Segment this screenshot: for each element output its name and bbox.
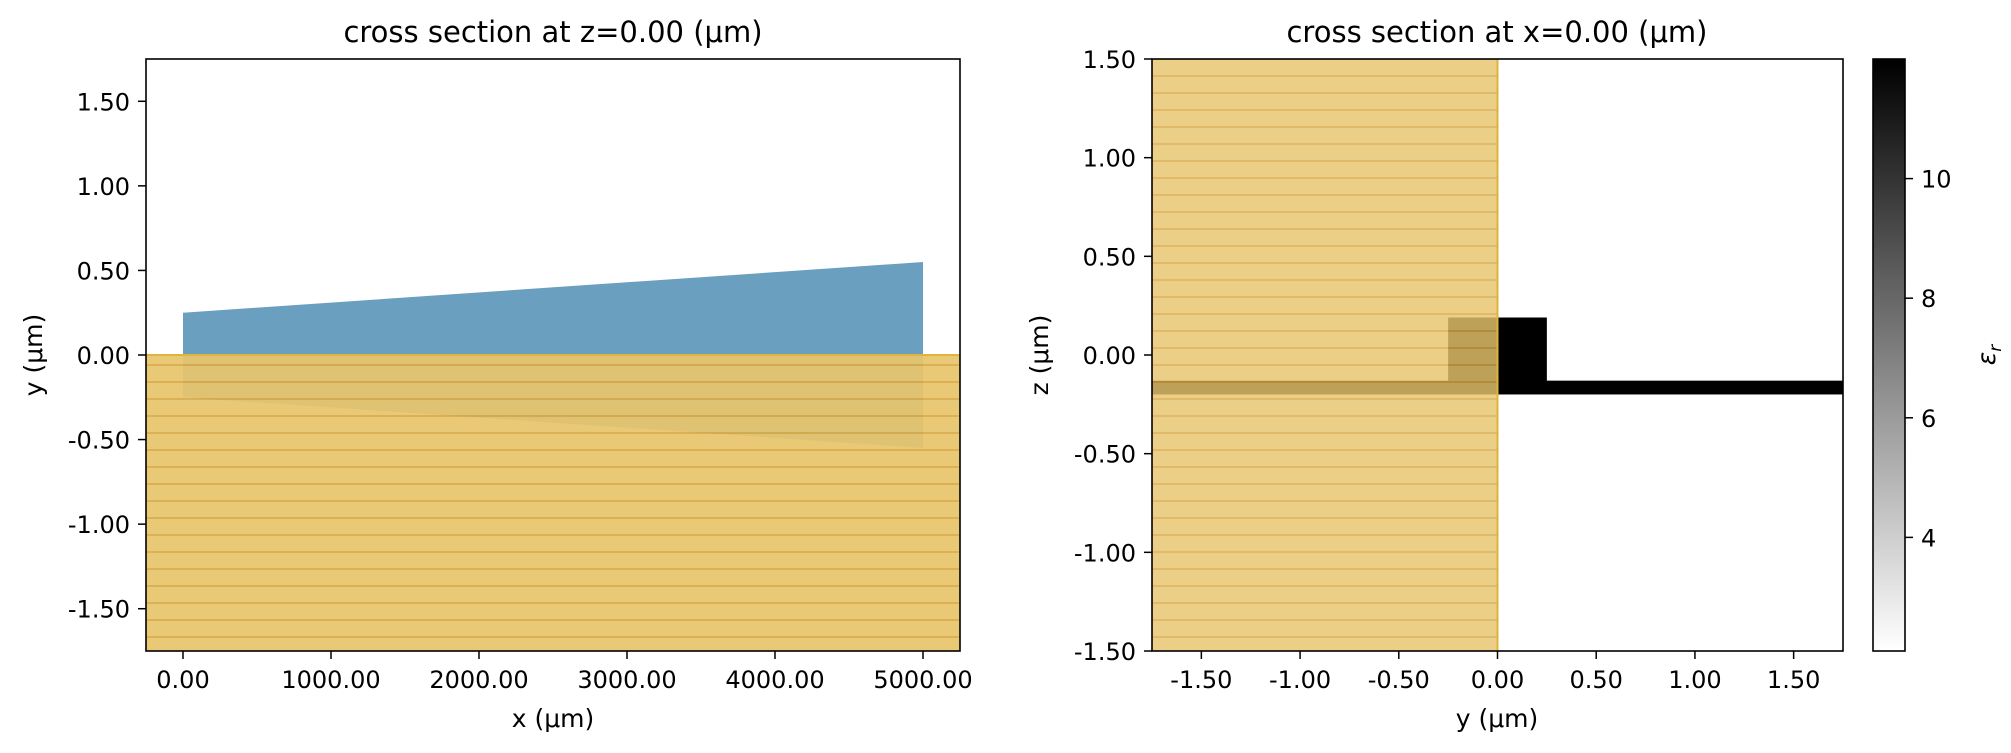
- left-x-tick-label: 5000.00: [873, 666, 972, 694]
- left-x-axis-label: x (μm): [512, 704, 595, 733]
- colorbar-label: εr: [1972, 344, 2006, 366]
- right-y-tick-label: 1.00: [1083, 145, 1136, 173]
- right-plot-area: [1152, 59, 1843, 651]
- left-x-tick-label: 0.00: [156, 666, 209, 694]
- colorbar-frame: [1872, 58, 1906, 652]
- right-y-tick-label: -1.50: [1074, 638, 1136, 666]
- right-x-ticks: -1.50 -1.00 -0.50 0.00 0.50 1.00 1.50: [1170, 651, 1820, 694]
- left-y-tick-label: 0.00: [77, 342, 130, 370]
- left-x-tick-label: 3000.00: [577, 666, 676, 694]
- colorbar-tick-label: 4: [1921, 524, 1936, 552]
- left-x-tick-label: 1000.00: [281, 666, 380, 694]
- left-y-tick-label: 1.50: [77, 88, 130, 116]
- left-y-tick-label: 1.00: [77, 173, 130, 201]
- right-y-tick-label: 0.00: [1083, 342, 1136, 370]
- substrate-overlay: [1152, 59, 1498, 651]
- colorbar-gradient: [1873, 59, 1905, 651]
- right-y-tick-label: 1.50: [1083, 46, 1136, 74]
- left-y-axis-label: y (μm): [19, 314, 48, 397]
- right-cross-section-panel: cross section at x=0.00 (μm) -1.50 -1.00-…: [1025, 15, 1844, 733]
- left-y-tick-label: -0.50: [68, 427, 130, 455]
- right-x-tick-label: -0.50: [1368, 666, 1430, 694]
- right-x-tick-label: -1.50: [1170, 666, 1232, 694]
- right-x-tick-label: 1.50: [1767, 666, 1820, 694]
- right-y-ticks: 1.50 1.00 0.50 0.00 -0.50 -1.00 -1.50: [1074, 46, 1152, 666]
- left-y-tick-label: -1.50: [68, 596, 130, 624]
- left-chart-title: cross section at z=0.00 (μm): [343, 15, 762, 49]
- right-y-tick-label: -0.50: [1074, 441, 1136, 469]
- right-y-axis-label: z (μm): [1025, 315, 1054, 396]
- colorbar-tick-label: 8: [1921, 285, 1936, 313]
- permittivity-colorbar: 4 6 8 10 εr: [1872, 58, 2006, 652]
- left-cross-section-panel: cross section at z=0.00 (μm) 0.00 1000.00…: [19, 15, 973, 733]
- right-y-tick-label: 0.50: [1083, 243, 1136, 271]
- colorbar-label-subscript: r: [1986, 344, 2006, 352]
- left-plot-area: [146, 262, 960, 651]
- right-x-tick-label: 0.00: [1471, 666, 1524, 694]
- right-x-axis-label: y (μm): [1456, 704, 1539, 733]
- substrate-overlay: [146, 355, 960, 651]
- left-x-ticks: 0.00 1000.00 2000.00 3000.00 4000.00 5000.00: [156, 651, 973, 694]
- left-y-ticks: 1.50 1.00 0.50 0.00 -0.50 -1.00 -1.50: [68, 88, 146, 624]
- colorbar-label-main: ε: [1972, 352, 2001, 366]
- colorbar-tick-label: 10: [1921, 166, 1952, 194]
- right-chart-title: cross section at x=0.00 (μm): [1286, 15, 1707, 49]
- right-x-tick-label: -1.00: [1269, 666, 1331, 694]
- right-x-tick-label: 0.50: [1569, 666, 1622, 694]
- left-y-tick-label: -1.00: [68, 511, 130, 539]
- left-x-tick-label: 4000.00: [725, 666, 824, 694]
- colorbar-tick-label: 6: [1921, 405, 1936, 433]
- left-x-tick-label: 2000.00: [429, 666, 528, 694]
- left-y-tick-label: 0.50: [77, 257, 130, 285]
- right-x-tick-label: 1.00: [1668, 666, 1721, 694]
- colorbar-ticks: 4 6 8 10: [1905, 166, 1952, 552]
- right-y-tick-label: -1.00: [1074, 539, 1136, 567]
